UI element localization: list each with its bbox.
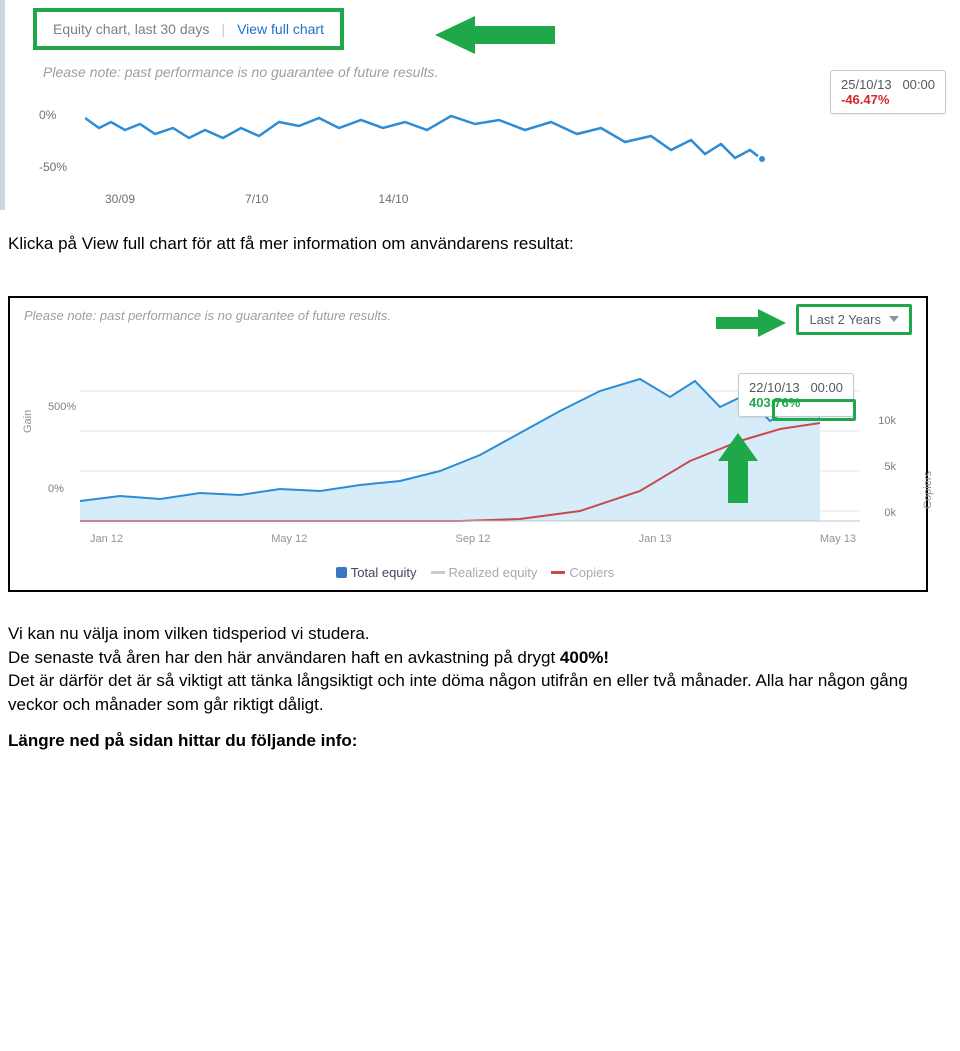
legend-swatch [431,571,445,574]
tab-separator: | [217,21,229,37]
tooltip-time: 00:00 [902,77,935,92]
axis-right-label: Copiers [922,471,934,509]
paragraph-1: Klicka på View full chart för att få mer… [0,210,960,288]
legend-label: Realized equity [449,565,538,580]
p2-l1: Vi kan nu välja inom vilken tidsperiod v… [8,624,370,643]
p2-l2a: De senaste två åren har den här användar… [8,648,560,667]
p2-l2b: 400%! [560,648,609,667]
para1-text: Klicka på View full chart för att få mer… [8,232,952,256]
paragraph-2: Vi kan nu välja inom vilken tidsperiod v… [0,600,960,785]
ylabel-right: 10k [878,415,896,427]
tooltip-time: 00:00 [810,380,843,395]
tooltip-date: 25/10/13 [841,77,892,92]
legend-label: Total equity [351,565,417,580]
chart1: Equity chart, last 30 days | View full c… [0,0,960,210]
chart2-disclaimer: Please note: past performance is no guar… [10,298,926,323]
tooltip-date: 22/10/13 [749,380,800,395]
chart1-line [85,100,785,190]
p2-l4: Längre ned på sidan hittar du följande i… [8,729,952,753]
xlabel: 7/10 [245,192,268,206]
chart1-ylabel-0: 0% [39,108,56,122]
legend-label: Copiers [569,565,614,580]
chart2-body: Gain Copiers 500%0% 10k5k0k 22/10/13 00:… [10,341,926,561]
xlabel: Sep 12 [456,533,491,545]
chart1-ylabel-1: -50% [39,160,67,174]
chart2: Please note: past performance is no guar… [8,296,928,592]
p2-l3: Det är därför det är så viktigt att tänk… [8,671,908,714]
chart1-xlabels: 30/09 7/10 14/10 [105,192,920,206]
ylabel-left: 500% [48,401,76,413]
period-label: Last 2 Years [809,312,881,327]
tab-view-full[interactable]: View full chart [229,21,332,37]
tooltip-value: -46.47% [841,92,889,107]
xlabel: Jan 12 [90,533,123,545]
chart-tabs: Equity chart, last 30 days | View full c… [33,8,344,50]
xlabel: 30/09 [105,192,135,206]
xlabel: 14/10 [378,192,408,206]
legend-swatch [336,567,347,578]
period-dropdown[interactable]: Last 2 Years [796,304,912,335]
tab-equity-30d[interactable]: Equity chart, last 30 days [45,21,217,37]
chart1-hover-point [757,154,767,164]
xlabel: Jan 13 [639,533,672,545]
chart1-disclaimer: Please note: past performance is no guar… [43,64,960,80]
ylabel-right: 5k [884,461,896,473]
chart1-tooltip: 25/10/13 00:00 -46.47% [830,70,946,114]
legend-swatch [551,571,565,574]
xlabel: May 12 [271,533,307,545]
annotation-arrow-up [718,433,758,503]
annotation-arrow-left [435,14,555,56]
chart2-legend: Total equity Realized equity Copiers [10,561,926,590]
chart2-xlabels: Jan 12 May 12 Sep 12 Jan 13 May 13 [90,533,856,545]
highlight-box [772,399,856,421]
axis-left-label: Gain [22,410,34,433]
xlabel: May 13 [820,533,856,545]
annotation-arrow-right [716,308,786,338]
chevron-down-icon [889,316,899,322]
ylabel-left: 0% [48,483,64,495]
ylabel-right: 0k [884,507,896,519]
